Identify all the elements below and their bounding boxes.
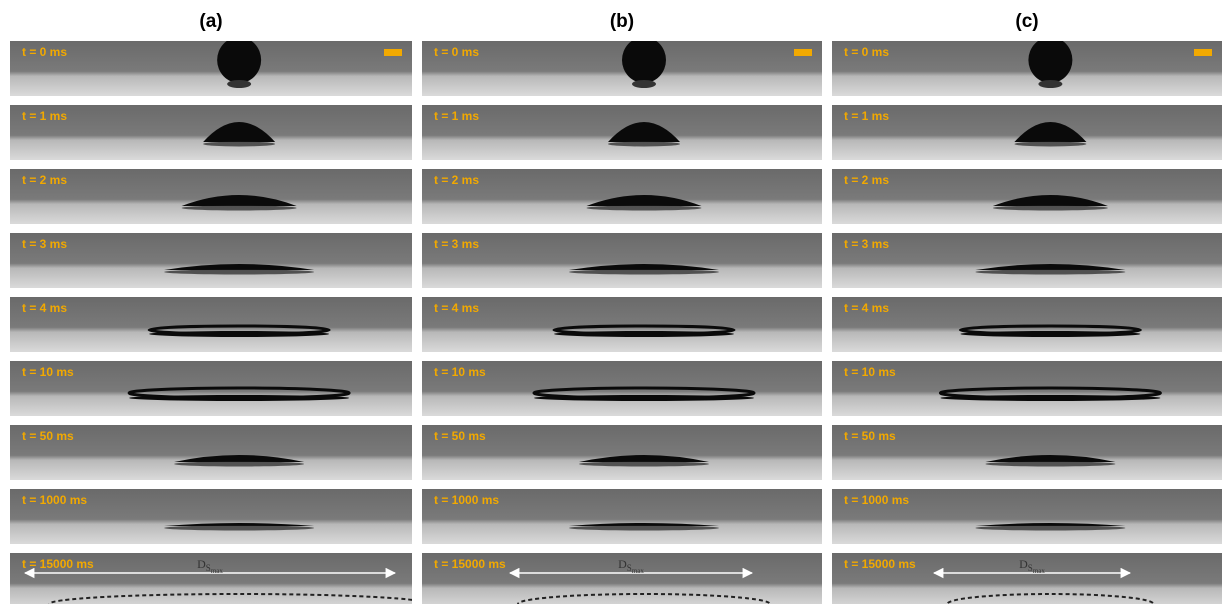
time-label: t = 2 ms [844,173,889,187]
time-label: t = 3 ms [22,237,67,251]
frame-image [10,297,412,352]
frame-image [422,297,822,352]
frame-image [422,37,822,96]
frame-image [832,297,1222,352]
frame-image [10,105,412,160]
reflection [164,270,314,275]
reflection [174,462,304,467]
frame-image [422,233,822,288]
time-label: t = 50 ms [22,429,74,443]
reflection [608,142,680,147]
time-label: t = 1 ms [22,109,67,123]
reflection [182,206,297,211]
time-label: t = 0 ms [22,45,67,59]
background [422,297,822,352]
frame-image [832,37,1222,96]
reflection [164,526,314,531]
panel-label: (a) [199,11,222,32]
scale-bar [384,49,402,56]
reflection [203,142,275,147]
background [422,41,822,96]
background [832,233,1222,288]
panel-label: (c) [1015,11,1038,32]
background [10,169,412,224]
time-label: t = 4 ms [434,301,479,315]
reflection [579,462,709,467]
droplet-base [554,331,734,337]
time-label: t = 1 ms [844,109,889,123]
time-label: t = 10 ms [844,365,896,379]
reflection [227,80,251,88]
frame-image [832,233,1222,288]
time-label: t = 2 ms [434,173,479,187]
time-label: t = 1000 ms [844,493,909,507]
time-label: t = 0 ms [434,45,479,59]
reflection [993,206,1108,211]
background [422,169,822,224]
reflection [569,526,719,531]
time-label: t = 1 ms [434,109,479,123]
background [10,233,412,288]
reflection [569,270,719,275]
time-label: t = 10 ms [434,365,486,379]
time-label: t = 0 ms [844,45,889,59]
time-label: t = 15000 ms [434,557,506,571]
time-label: t = 4 ms [844,301,889,315]
time-label: t = 15000 ms [844,557,916,571]
reflection [1014,142,1086,147]
background [832,297,1222,352]
droplet-base [129,395,349,401]
droplet-base [940,395,1160,401]
droplet-base [149,331,329,337]
droplet [622,37,666,83]
frame-image [10,37,412,96]
droplet-base [960,331,1140,337]
sub-subscript: max [1033,567,1046,575]
background [10,105,412,160]
time-label: t = 1000 ms [22,493,87,507]
frame-image [10,169,412,224]
figure: (a) t = 0 ms t = 1 ms t = 2 ms t = 3 ms t = 4… [0,0,1225,604]
sub-subscript: max [632,567,645,575]
frame-image [10,233,412,288]
symbol: D [618,557,627,571]
time-label: t = 2 ms [22,173,67,187]
scale-bar [1194,49,1212,56]
sub-subscript: max [211,567,224,575]
panel-label: (b) [610,11,634,32]
reflection [587,206,702,211]
time-label: t = 10 ms [22,365,74,379]
scale-bar [794,49,812,56]
frame-image [422,169,822,224]
frame-image [832,105,1222,160]
time-label: t = 50 ms [844,429,896,443]
reflection [975,526,1125,531]
frame-image [832,169,1222,224]
reflection [985,462,1115,467]
reflection [975,270,1125,275]
time-label: t = 50 ms [434,429,486,443]
time-label: t = 3 ms [434,237,479,251]
symbol: D [197,557,206,571]
droplet [217,37,261,83]
symbol: D [1019,557,1028,571]
time-label: t = 15000 ms [22,557,94,571]
time-label: t = 4 ms [22,301,67,315]
frame-image [422,105,822,160]
background [832,41,1222,96]
background [10,297,412,352]
droplet [1028,37,1072,83]
background [832,169,1222,224]
reflection [1038,80,1062,88]
time-label: t = 1000 ms [434,493,499,507]
droplet-base [534,395,754,401]
time-label: t = 3 ms [844,237,889,251]
reflection [632,80,656,88]
background [10,41,412,96]
background [422,233,822,288]
